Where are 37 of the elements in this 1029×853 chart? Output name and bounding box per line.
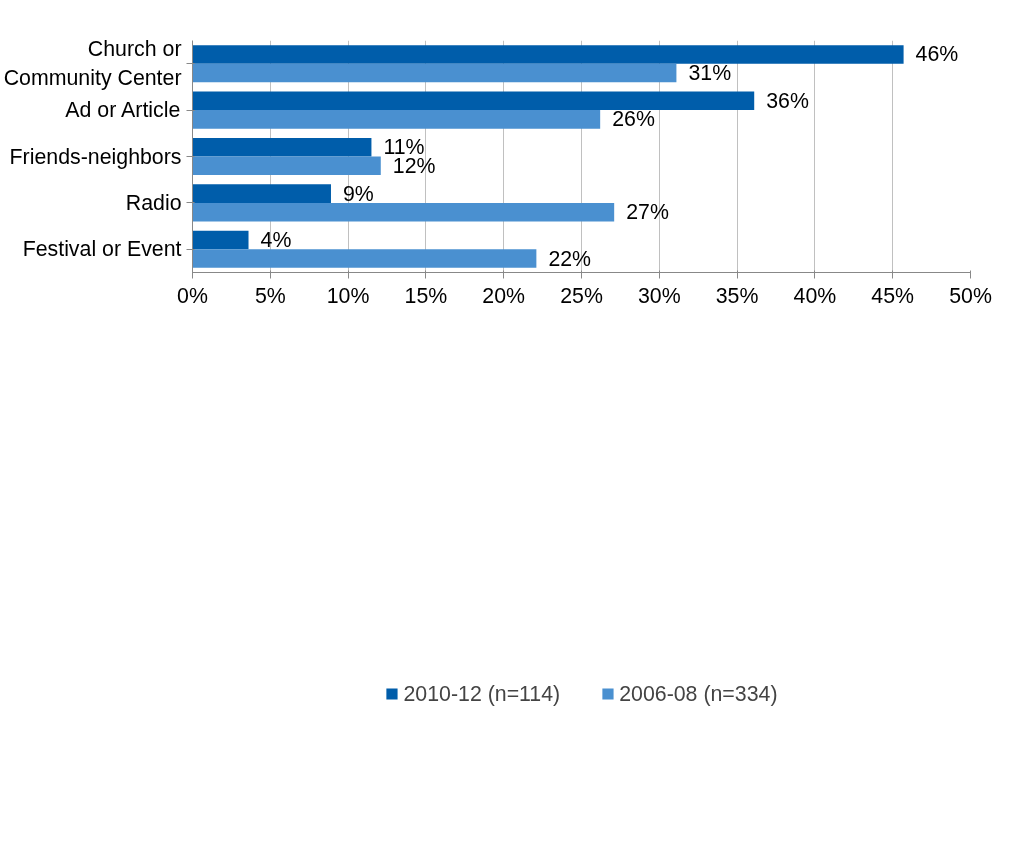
data-label: 26%: [612, 107, 655, 132]
data-label: 22%: [548, 246, 592, 271]
y-tick-label: Church or Community Center: [3, 37, 182, 91]
bar: [192, 230, 249, 250]
y-tick-label: Festival or Event: [22, 237, 182, 262]
y-tick-label: Friends-neighbors: [9, 144, 182, 169]
data-label: 36%: [766, 88, 809, 113]
y-tick-label: Ad or Article: [65, 98, 181, 123]
bar: [192, 137, 372, 157]
x-tick-label: 35%: [715, 283, 759, 308]
x-tick-label: 0%: [177, 283, 208, 308]
x-tick-label: 45%: [871, 283, 915, 308]
data-label: 4%: [260, 228, 292, 253]
legend-label: 2010-12 (n=114): [403, 681, 561, 707]
bar: [192, 45, 904, 64]
x-tick-label: 5%: [254, 283, 286, 308]
x-tick-label: 25%: [560, 283, 603, 308]
bar: [192, 110, 601, 129]
bar: [192, 91, 755, 111]
x-tick-label: 40%: [793, 283, 837, 308]
bar: [192, 156, 381, 176]
data-label: 12%: [392, 153, 436, 178]
bar: [192, 249, 537, 268]
data-label: 46%: [915, 42, 959, 67]
data-label: 27%: [626, 200, 669, 225]
bar: [192, 202, 615, 222]
x-tick-label: 50%: [949, 283, 992, 308]
x-tick-label: 15%: [404, 283, 448, 308]
data-label: 31%: [688, 60, 732, 85]
x-tick-label: 20%: [482, 283, 526, 308]
y-tick-label: Radio: [125, 190, 182, 215]
data-label: 9%: [342, 181, 374, 206]
bar: [192, 184, 331, 203]
legend-label: 2006-08 (n=334): [619, 681, 778, 707]
x-tick-label: 30%: [637, 283, 681, 308]
x-tick-label: 10%: [326, 283, 370, 308]
bar: [192, 63, 677, 83]
